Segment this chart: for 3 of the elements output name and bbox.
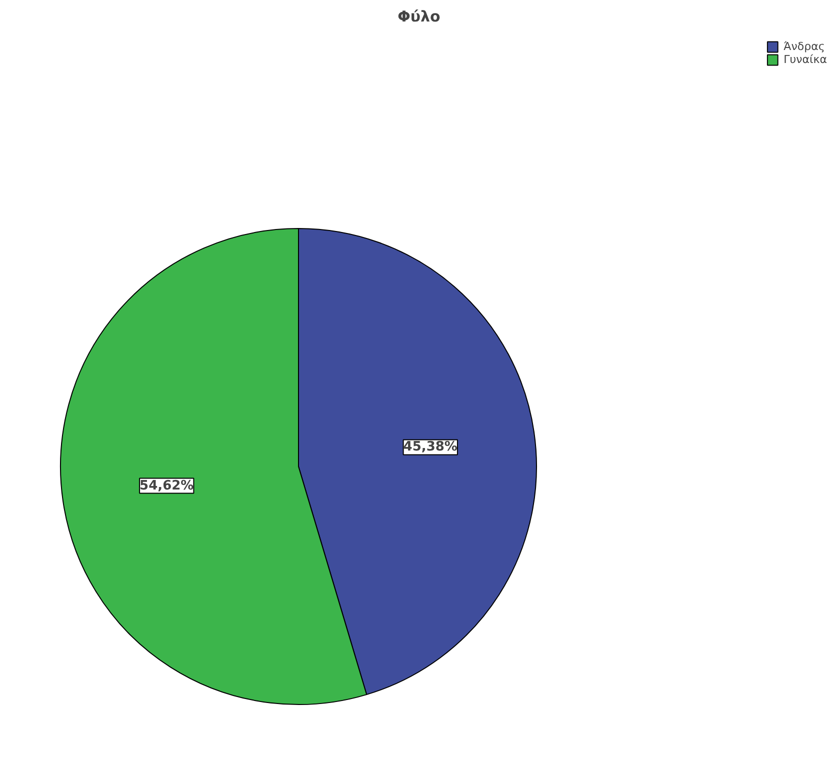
chart-title: Φύλο — [398, 8, 440, 26]
legend-label: Γυναίκα — [784, 53, 827, 66]
legend-label: Άνδρας — [784, 40, 825, 53]
